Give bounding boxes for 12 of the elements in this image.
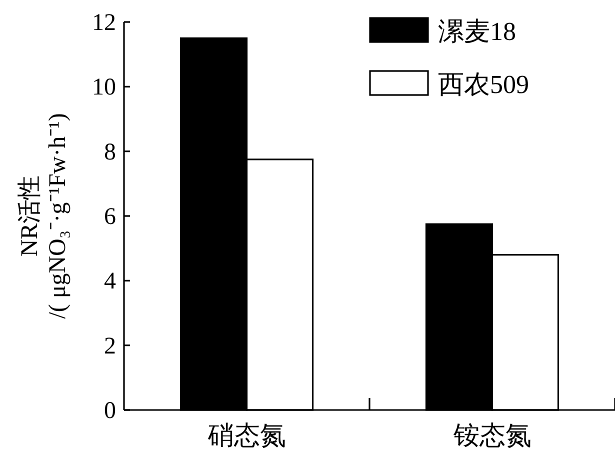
y-tick-label: 4 — [104, 268, 116, 295]
y-tick-label: 6 — [104, 204, 116, 230]
y-tick-label: 12 — [92, 10, 116, 36]
legend-label: 漯麦18 — [438, 17, 516, 46]
x-tick-label: 铵态氮 — [452, 421, 532, 450]
x-tick-label: 硝态氮 — [206, 421, 286, 450]
legend-label: 西农509 — [438, 70, 529, 99]
y-tick-label: 10 — [92, 74, 116, 101]
y-tick-label: 0 — [104, 398, 116, 424]
y-tick-label: 8 — [104, 139, 116, 166]
y-axis-title: NR活性 /( μgNO₃⁻·g⁻¹Fw·h⁻¹) — [17, 113, 71, 319]
y-tick-label: 2 — [104, 333, 116, 360]
